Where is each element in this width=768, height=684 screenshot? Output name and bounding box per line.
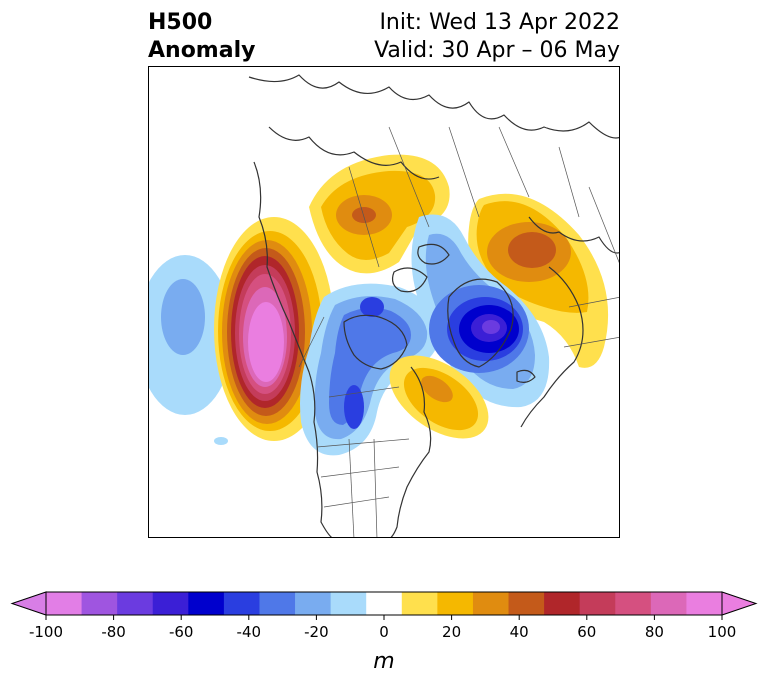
colorbar-swatch <box>117 592 154 615</box>
colorbar-swatch <box>650 592 687 615</box>
colorbar-swatch <box>437 592 474 615</box>
colorbar-tick-label: 60 <box>577 623 596 641</box>
colorbar-extend-min <box>10 591 47 616</box>
colorbar-tick-label: 40 <box>510 623 529 641</box>
colorbar-extend-max <box>721 591 758 616</box>
colorbar-tick-label: -20 <box>304 623 329 641</box>
colorbar-tick-label: 100 <box>708 623 737 641</box>
anomaly-map <box>148 66 620 538</box>
map-title: H500 Anomaly <box>148 9 255 65</box>
colorbar-swatch <box>188 592 225 615</box>
colorbar-tick-label: -80 <box>101 623 126 641</box>
colorbar-swatch <box>366 592 403 615</box>
colorbar-tick-label: -40 <box>237 623 262 641</box>
russia-ridge <box>468 193 609 368</box>
coastlines <box>248 74 619 537</box>
colorbar-swatch <box>544 592 581 615</box>
atlantic-ridge <box>389 355 489 439</box>
colorbar-tick-label: 80 <box>645 623 664 641</box>
colorbar-swatch <box>686 592 723 615</box>
colorbar-swatch <box>401 592 438 615</box>
pacific-trough <box>149 255 233 445</box>
colorbar-swatch <box>330 592 367 615</box>
colorbar-swatch <box>508 592 545 615</box>
colorbar-tick-label: 0 <box>379 623 389 641</box>
colorbar-swatch <box>615 592 652 615</box>
colorbar-swatch <box>472 592 510 615</box>
scandinavia-trough <box>411 214 550 408</box>
title-kind: Anomaly <box>148 38 256 63</box>
siberia-ridge <box>309 154 450 274</box>
colorbar-swatch <box>46 592 83 615</box>
forecast-dates: Init: Wed 13 Apr 2022 Valid: 30 Apr – 06… <box>374 9 620 65</box>
colorbar-tick-label: -100 <box>29 623 63 641</box>
colorbar-swatch <box>152 592 189 615</box>
colorbar-tick-label: 20 <box>442 623 461 641</box>
init-date: Init: Wed 13 Apr 2022 <box>379 10 620 35</box>
colorbar-swatch <box>223 592 260 615</box>
colorbar-tick-label: -60 <box>169 623 194 641</box>
colorbar-unit-label: m <box>373 649 394 674</box>
anomaly-contours <box>149 154 609 456</box>
colorbar-ticks: -100 -80 -60 -40 -20 0 20 40 60 80 100 <box>29 615 736 641</box>
colorbar-swatch <box>259 592 296 615</box>
state-borders <box>298 126 619 537</box>
west-coast-ridge <box>214 217 334 441</box>
colorbar-swatch <box>579 592 616 615</box>
colorbar: -100 -80 -60 -40 -20 0 20 40 60 80 100 m <box>10 591 758 674</box>
valid-range: Valid: 30 Apr – 06 May <box>374 38 620 63</box>
title-variable: H500 <box>148 10 213 35</box>
colorbar-swatch <box>81 592 118 615</box>
colorbar-swatches <box>10 591 758 616</box>
map-canvas <box>149 74 619 537</box>
colorbar-swatch <box>295 592 332 615</box>
